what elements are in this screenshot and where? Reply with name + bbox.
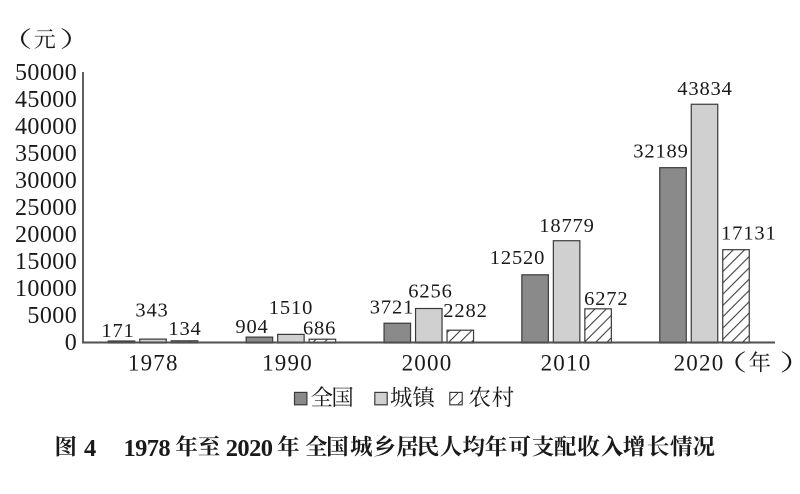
svg-text:1990: 1990 (262, 351, 313, 376)
svg-text:6256: 6256 (408, 281, 452, 303)
svg-text:3721: 3721 (370, 297, 414, 319)
svg-text:2020: 2020 (674, 351, 725, 376)
svg-text:904: 904 (235, 316, 268, 338)
svg-text:686: 686 (303, 318, 336, 340)
svg-text:2010: 2010 (541, 351, 592, 376)
svg-text:50000: 50000 (15, 60, 77, 86)
svg-text:4: 4 (84, 435, 96, 462)
svg-text:15000: 15000 (15, 249, 77, 275)
svg-text:35000: 35000 (15, 141, 77, 167)
svg-text:1978: 1978 (128, 351, 179, 376)
svg-text:2020: 2020 (226, 435, 273, 462)
svg-text:10000: 10000 (15, 276, 77, 302)
svg-text:5000: 5000 (27, 303, 77, 329)
svg-text:343: 343 (135, 300, 168, 322)
svg-text:17131: 17131 (721, 223, 777, 245)
svg-text:43834: 43834 (677, 78, 733, 100)
svg-text:45000: 45000 (15, 87, 77, 113)
svg-text:1510: 1510 (269, 297, 313, 319)
svg-text:18779: 18779 (539, 215, 595, 237)
svg-text:12520: 12520 (490, 247, 546, 269)
svg-text:2282: 2282 (443, 300, 487, 322)
svg-text:40000: 40000 (15, 114, 77, 140)
svg-text:2000: 2000 (402, 351, 453, 376)
svg-text:134: 134 (168, 318, 201, 340)
svg-text:25000: 25000 (15, 195, 77, 221)
svg-text:0: 0 (65, 330, 77, 356)
svg-text:6272: 6272 (584, 288, 628, 310)
svg-text:1978: 1978 (123, 435, 170, 462)
svg-text:32189: 32189 (633, 140, 689, 162)
svg-text:30000: 30000 (15, 168, 77, 194)
svg-text:20000: 20000 (15, 222, 77, 248)
svg-text:171: 171 (101, 320, 134, 342)
